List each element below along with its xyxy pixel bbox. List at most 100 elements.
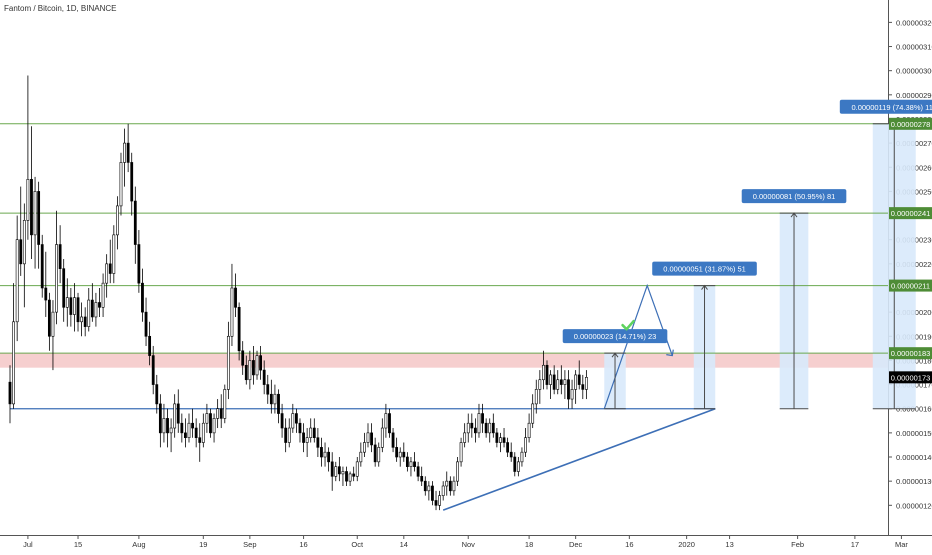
- candle-body-up: [549, 374, 552, 385]
- candle-body-down: [302, 432, 305, 443]
- candle-body-down: [484, 422, 488, 434]
- candle-body-down: [126, 142, 130, 163]
- candlesticks: [8, 75, 588, 511]
- target-label: 0.00000051 (31.87%) 51: [663, 265, 746, 274]
- target-label-box: [839, 99, 932, 114]
- projected-path-arrowhead: [666, 349, 674, 357]
- candle-body-down: [491, 422, 495, 434]
- candle-body-down: [262, 369, 266, 385]
- candle-body-up: [173, 403, 177, 429]
- price-tick-label: 0.00000120: [896, 501, 932, 510]
- candle-body-down: [559, 379, 563, 385]
- target-arrowhead: [790, 212, 798, 218]
- candle-body-up: [380, 427, 384, 448]
- candle-body-up: [542, 364, 545, 381]
- candle-body-down: [509, 451, 513, 458]
- candle-body-up: [323, 451, 327, 458]
- candle-body-down: [8, 381, 12, 405]
- candle-body-down: [76, 297, 80, 323]
- target-label-box: [741, 189, 847, 204]
- candle-body-up: [12, 321, 15, 405]
- candle-body-up: [65, 297, 69, 308]
- target-label-box: [652, 261, 757, 276]
- check-icon: [621, 319, 635, 331]
- candle-body-up: [563, 379, 567, 385]
- time-tick-label: Jul: [23, 540, 33, 549]
- time-tick-label: 2020: [678, 540, 695, 549]
- candle-body-up: [101, 282, 105, 308]
- price-tick-label: 0.00000130: [896, 477, 932, 486]
- candle-body-up: [116, 205, 119, 236]
- candle-body-up: [334, 466, 338, 477]
- time-tick-label: 19: [199, 540, 207, 549]
- candle-body-up: [87, 299, 91, 327]
- candle-body-down: [137, 244, 141, 284]
- candle-body-up: [527, 422, 531, 438]
- candle-body-down: [266, 384, 270, 395]
- candle-body-down: [577, 374, 581, 385]
- candle-body-down: [259, 355, 263, 371]
- candle-body-down: [141, 282, 144, 313]
- candle-body-down: [209, 413, 212, 434]
- candle-body-down: [148, 335, 152, 356]
- candle-body-up: [287, 427, 291, 443]
- candle-body-down: [176, 403, 180, 424]
- candle-body-down: [327, 451, 331, 463]
- time-tick-label: Oct: [351, 540, 364, 549]
- time-tick-label: 15: [74, 540, 82, 549]
- candle-body-down: [194, 427, 198, 438]
- candle-body-down: [581, 384, 585, 390]
- candle-body-up: [459, 442, 463, 463]
- candle-body-up: [538, 379, 542, 390]
- resistance-price-label: 0.00000211: [891, 282, 930, 291]
- candle-body-up: [119, 162, 123, 207]
- candle-body-up: [516, 461, 520, 472]
- candle-body-up: [73, 297, 76, 315]
- candle-body-down: [244, 364, 248, 381]
- candle-body-down: [513, 456, 517, 472]
- candle-body-up: [216, 408, 220, 419]
- candle-body-up: [348, 473, 352, 482]
- candle-body-down: [44, 287, 48, 301]
- symbol-title: Fantom / Bitcoin, 1D, BINANCE: [4, 4, 117, 13]
- candle-body-down: [280, 413, 284, 429]
- candle-body-down: [413, 461, 416, 467]
- candle-body-up: [33, 191, 37, 236]
- candle-body-down: [108, 263, 112, 274]
- resistance-price-label: 0.00000278: [891, 120, 931, 129]
- resistance-price-tag: [889, 279, 932, 292]
- candle-body-up: [488, 422, 492, 434]
- candle-body-up: [123, 142, 126, 163]
- candle-body-down: [83, 316, 87, 327]
- candle-body-down: [90, 299, 94, 318]
- candle-body-up: [212, 418, 216, 434]
- candle-body-up: [201, 422, 205, 443]
- time-tick-label: 16: [625, 540, 633, 549]
- candle-body-up: [452, 480, 456, 492]
- time-tick-label: 16: [299, 540, 307, 549]
- price-tick-label: 0.00000300: [896, 67, 932, 76]
- candle-body-down: [284, 427, 288, 443]
- candle-body-down: [423, 480, 427, 492]
- candle-body-up: [223, 389, 227, 419]
- candle-body-down: [352, 473, 356, 477]
- time-tick-label: Sep: [243, 540, 256, 549]
- candle-body-down: [320, 447, 323, 458]
- candle-body-up: [230, 287, 234, 337]
- candle-body-up: [248, 360, 252, 381]
- target-label: 0.00000023 (14.71%) 23: [574, 332, 657, 341]
- candle-body-up: [22, 220, 26, 265]
- candle-body-up: [584, 377, 588, 390]
- candle-body-up: [363, 442, 366, 453]
- candle-body-down: [219, 408, 223, 419]
- candle-body-down: [133, 200, 137, 245]
- candle-body-up: [226, 335, 230, 390]
- candle-body-down: [241, 350, 245, 366]
- candle-body-up: [438, 495, 442, 506]
- candle-body-down: [316, 437, 320, 448]
- candle-body-down: [130, 162, 134, 202]
- resistance-price-tag: [889, 207, 932, 220]
- candle-body-down: [370, 432, 373, 446]
